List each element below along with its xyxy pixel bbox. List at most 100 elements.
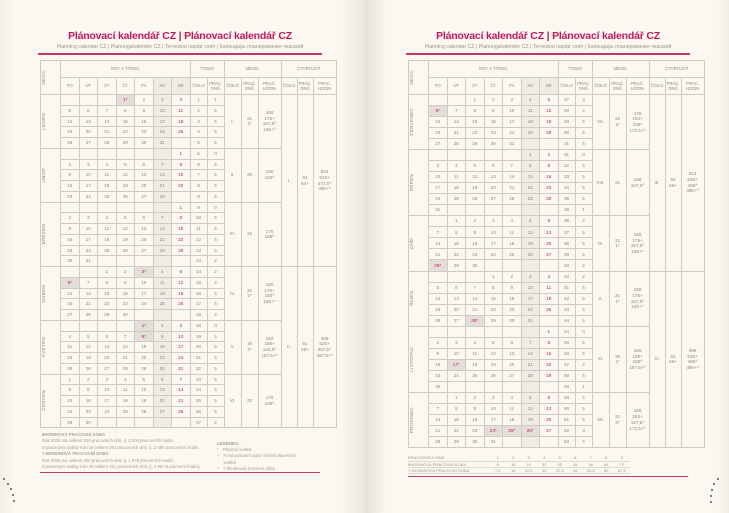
day-cell: 10	[428, 171, 448, 184]
value-line: 160	[633, 347, 642, 353]
value-line: 176	[265, 228, 274, 234]
week-workdays: 5	[574, 292, 593, 305]
day-cell: 12	[465, 171, 485, 184]
day-cell: 31	[171, 362, 191, 375]
value-line: 172,5+^	[629, 425, 646, 431]
month-workdays: 21	[608, 149, 627, 217]
empty-day-cell	[428, 149, 448, 162]
value-line: 62	[670, 353, 676, 359]
week-workdays: 4	[206, 276, 225, 289]
day-cell: 12	[60, 115, 80, 128]
empty-day-cell	[465, 270, 485, 283]
empty-day-cell	[97, 201, 117, 214]
value-line: 168+	[632, 353, 643, 359]
empty-day-cell	[446, 93, 466, 107]
empty-day-cell	[520, 435, 540, 449]
day-cell: 22	[97, 298, 117, 310]
day-cell: 31	[78, 255, 98, 267]
header-quarter-no: ČÍSLO	[280, 77, 298, 95]
day-cell: 13	[134, 169, 154, 181]
header-quarter-hours: PRAC. HODIN	[680, 77, 705, 95]
month-hours: 176 184+ 165^ 172,5+^	[625, 93, 650, 151]
empty-day-cell	[115, 255, 135, 267]
summary-value: 8	[490, 461, 506, 469]
day-cell: 18	[97, 233, 117, 246]
day-cell: 13	[446, 292, 466, 305]
week-row: ÚNOR 1 5 0 II. 20 160 150^	[40, 147, 337, 203]
week-row: 17 18 19 20 21 22 23 34 5	[409, 182, 705, 195]
week-number: 41	[557, 281, 576, 294]
day-cell: 14	[465, 292, 485, 305]
week-row: 28* 29 30 40 2	[409, 259, 705, 272]
day-cell: 19	[465, 182, 485, 195]
day-cell: 7	[502, 160, 522, 173]
empty-day-cell	[446, 380, 466, 393]
week-row: LISTOPAD 1 44 0 XI. 20 1* 160 168+ 150^ 157,5+^	[408, 325, 705, 393]
week-number: 15	[189, 276, 208, 289]
value-line: 520+	[319, 341, 330, 347]
day-cell: 21	[115, 352, 135, 364]
week-row: 8 9 10 11 12 13 14 24 5	[41, 384, 337, 396]
value-line: 487,5+^	[316, 352, 333, 358]
quarter-hours: 512 528+ 480^ 495+^	[680, 94, 705, 272]
week-row: 5 6 7 8 9 10 11 2 5	[41, 104, 337, 117]
value-line: 472,5^	[317, 180, 332, 186]
day-cell: 23	[115, 298, 135, 310]
value-line: 65+	[301, 347, 309, 353]
day-cell: 7	[520, 336, 540, 349]
month-hours: 176 165^	[257, 373, 282, 429]
month-name: DUBEN	[41, 284, 47, 303]
day-cell: 4	[152, 266, 172, 278]
month-number: VII.	[591, 93, 610, 151]
day-cell: 29	[97, 309, 117, 321]
empty-day-cell	[134, 201, 154, 214]
day-cell: 29	[171, 244, 191, 257]
day-cell: 20	[502, 358, 522, 371]
month-name: ČERVEN	[41, 390, 47, 412]
summary-value: 5	[552, 455, 568, 462]
day-cell: 29	[115, 137, 135, 149]
header-month-label: MĚSÍC	[409, 70, 415, 85]
legend-symbol: ^	[217, 465, 220, 471]
value-line: 168	[265, 109, 274, 115]
week-workdays: 0	[206, 319, 225, 332]
month-name-cell: LISTOPAD	[408, 325, 429, 393]
empty-day-cell	[465, 204, 485, 217]
empty-day-cell	[502, 435, 522, 449]
summary-value: 60	[598, 467, 614, 475]
day-cell: 17	[134, 287, 154, 300]
day-cell: 12	[539, 105, 559, 118]
empty-day-cell	[115, 201, 135, 214]
week-row: 12 13 14 15 16 17 18 42 5	[409, 292, 705, 305]
month-workdays: 20	[240, 147, 259, 203]
day-cell: 25	[115, 405, 135, 418]
header-quarter: ČTVRTLETÍ	[648, 60, 705, 78]
month-name-cell: DUBEN	[40, 266, 61, 321]
week-workdays: 5	[574, 413, 593, 426]
week-workdays: 5	[574, 127, 593, 140]
header-days-of-week: DNY V TÝDNU	[428, 60, 559, 78]
day-cell: 25	[446, 193, 466, 206]
day-cell: 18	[152, 287, 172, 300]
week-number: 51	[557, 413, 576, 426]
empty-day-cell	[502, 204, 522, 217]
value-line: 480+^	[318, 186, 331, 192]
month-workdays: 20 1*	[608, 325, 627, 393]
month-name-cell: KVĚTEN	[40, 319, 61, 375]
day-cell: 20	[78, 126, 98, 138]
day-cell: 15	[539, 347, 559, 360]
day-cell: 8	[539, 336, 559, 349]
day-cell: 4	[97, 158, 117, 171]
header-month-group: MĚSÍC	[591, 60, 650, 78]
week-workdays: 5	[574, 226, 593, 239]
month-name-cell: PROSINEC	[408, 391, 429, 449]
day-cell: 2	[134, 94, 154, 106]
summary-value: 2	[505, 455, 521, 462]
week-workdays: 2	[574, 270, 593, 283]
day-cell: 13	[502, 347, 522, 360]
empty-day-cell	[134, 147, 154, 160]
week-workdays: 5	[574, 248, 593, 261]
week-row: 24 25 26 27 28 29 30 35 5	[409, 193, 705, 206]
header-days-of-week: DNY V TÝDNU	[60, 60, 191, 78]
week-number: 44	[557, 314, 576, 327]
